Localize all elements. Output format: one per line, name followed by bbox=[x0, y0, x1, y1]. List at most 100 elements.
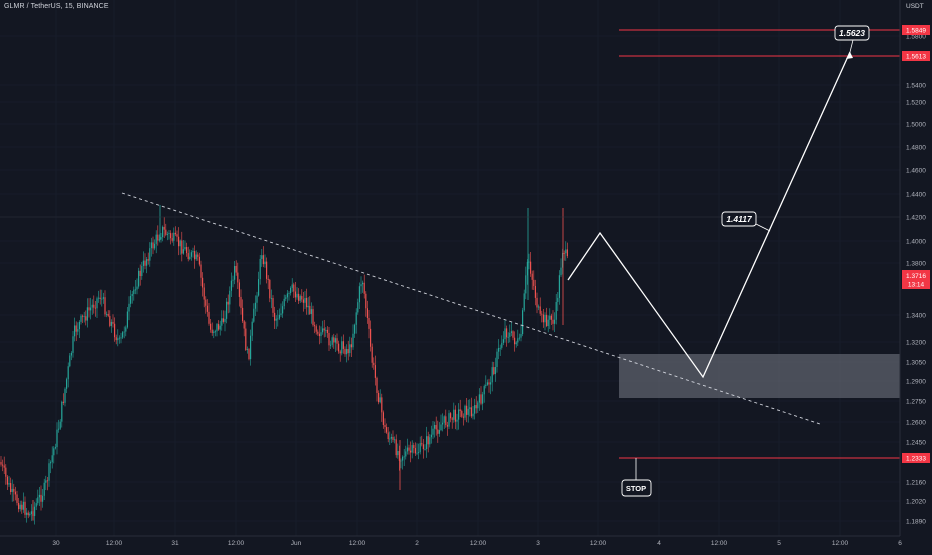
candle-body bbox=[429, 437, 431, 445]
candle-body bbox=[446, 425, 448, 427]
candle-body bbox=[245, 328, 247, 350]
candle-body bbox=[304, 297, 306, 303]
candle-body bbox=[61, 401, 63, 422]
candle-body bbox=[472, 413, 474, 417]
candle-body bbox=[106, 313, 108, 315]
candle-body bbox=[248, 349, 250, 360]
candle-body bbox=[390, 436, 392, 439]
candle-body bbox=[267, 278, 269, 280]
candle-body bbox=[19, 504, 21, 510]
candle-body bbox=[224, 318, 226, 322]
symbol-header[interactable]: GLMR / TetherUS, 15, BINANCE bbox=[4, 3, 109, 10]
candle-body bbox=[179, 240, 181, 247]
candle-body bbox=[163, 226, 165, 230]
candle-body bbox=[200, 264, 202, 278]
stop-callout[interactable]: STOP bbox=[621, 458, 652, 497]
price-tick-label: 1.4800 bbox=[906, 145, 926, 152]
projection-path[interactable] bbox=[567, 51, 851, 379]
demand-zone[interactable] bbox=[619, 354, 900, 398]
candle-body bbox=[13, 488, 15, 492]
candle-body bbox=[184, 247, 186, 250]
candle-body bbox=[392, 436, 394, 440]
price-tick-label: 1.5200 bbox=[906, 100, 926, 107]
candle-body bbox=[480, 394, 482, 404]
candle-body bbox=[357, 302, 359, 313]
price-tick-label: 1.2600 bbox=[906, 420, 926, 427]
candle-body bbox=[560, 267, 562, 276]
candle-body bbox=[107, 313, 109, 316]
candle-body bbox=[330, 344, 332, 346]
candle-body bbox=[438, 430, 440, 434]
candle-body bbox=[120, 337, 122, 339]
candle-body bbox=[410, 450, 412, 453]
candle-body bbox=[411, 445, 413, 453]
price-tick-label: 1.3400 bbox=[906, 313, 926, 320]
candle-body bbox=[312, 309, 314, 326]
candle-body bbox=[48, 463, 50, 481]
badge-target: 1.5613 bbox=[902, 51, 930, 61]
candle-body bbox=[566, 249, 568, 257]
candle-body bbox=[258, 279, 260, 296]
time-tick-label: 12:00 bbox=[228, 540, 245, 547]
candle-body bbox=[10, 483, 12, 492]
candle-body bbox=[219, 325, 221, 330]
candle-body bbox=[235, 265, 237, 273]
candle-body bbox=[470, 407, 472, 417]
candle-body bbox=[507, 336, 509, 338]
candle-body bbox=[96, 298, 98, 309]
time-axis[interactable]: 30 12:00 31 12:00 Jun 12:00 2 12:00 3 12:00 4 12:00… bbox=[52, 540, 902, 547]
candle-body bbox=[325, 329, 327, 331]
stop-callout-text: STOP bbox=[626, 484, 646, 493]
candle-body bbox=[482, 394, 484, 404]
price-axis[interactable]: 1.5800 1.5400 1.5200 1.5000 1.4800 1.4600 1.44… bbox=[906, 34, 926, 526]
candle-body bbox=[442, 422, 444, 425]
candle-body bbox=[38, 494, 40, 498]
candle-body bbox=[114, 323, 116, 338]
candle-body bbox=[371, 346, 373, 363]
candle-body bbox=[386, 427, 388, 433]
candle-body bbox=[350, 344, 352, 348]
candle-body bbox=[46, 480, 48, 482]
mid-callout[interactable]: 1.4117 bbox=[721, 211, 771, 232]
candle-body bbox=[403, 456, 405, 458]
candle-body bbox=[250, 335, 252, 360]
candle-body bbox=[133, 289, 135, 295]
candle-body bbox=[278, 314, 280, 319]
candle-body bbox=[398, 450, 400, 461]
candle-body bbox=[422, 444, 424, 450]
candle-body bbox=[565, 249, 567, 254]
candle-body bbox=[147, 259, 149, 261]
candle-body bbox=[227, 301, 229, 305]
candle-body bbox=[176, 234, 178, 237]
candle-body bbox=[253, 308, 255, 322]
target-callout-text: 1.5623 bbox=[839, 28, 865, 38]
candle-body bbox=[237, 272, 239, 283]
candle-body bbox=[557, 297, 559, 302]
candle-body bbox=[218, 324, 220, 330]
candle-body bbox=[282, 306, 284, 314]
candle-body bbox=[203, 287, 205, 300]
candle-body bbox=[35, 503, 37, 507]
time-tick-label: Jun bbox=[291, 540, 302, 547]
candle-body bbox=[171, 238, 173, 241]
candle-body bbox=[126, 311, 128, 328]
trend-line[interactable] bbox=[121, 192, 821, 425]
candle-body bbox=[458, 409, 460, 420]
candle-body bbox=[323, 328, 325, 331]
candle-body bbox=[466, 405, 468, 415]
candle-body bbox=[246, 349, 248, 350]
target-callout[interactable]: 1.5623 bbox=[834, 25, 870, 53]
candle-body bbox=[538, 306, 540, 308]
candle-body bbox=[62, 401, 64, 403]
candle-body bbox=[354, 324, 356, 334]
candle-body bbox=[155, 234, 157, 244]
candle-body bbox=[56, 429, 58, 448]
candle-body bbox=[341, 341, 343, 354]
candle-body bbox=[328, 332, 330, 346]
candle-body bbox=[165, 229, 167, 235]
candle-body bbox=[141, 265, 143, 277]
candle-body bbox=[454, 409, 456, 422]
candle-body bbox=[342, 341, 344, 349]
